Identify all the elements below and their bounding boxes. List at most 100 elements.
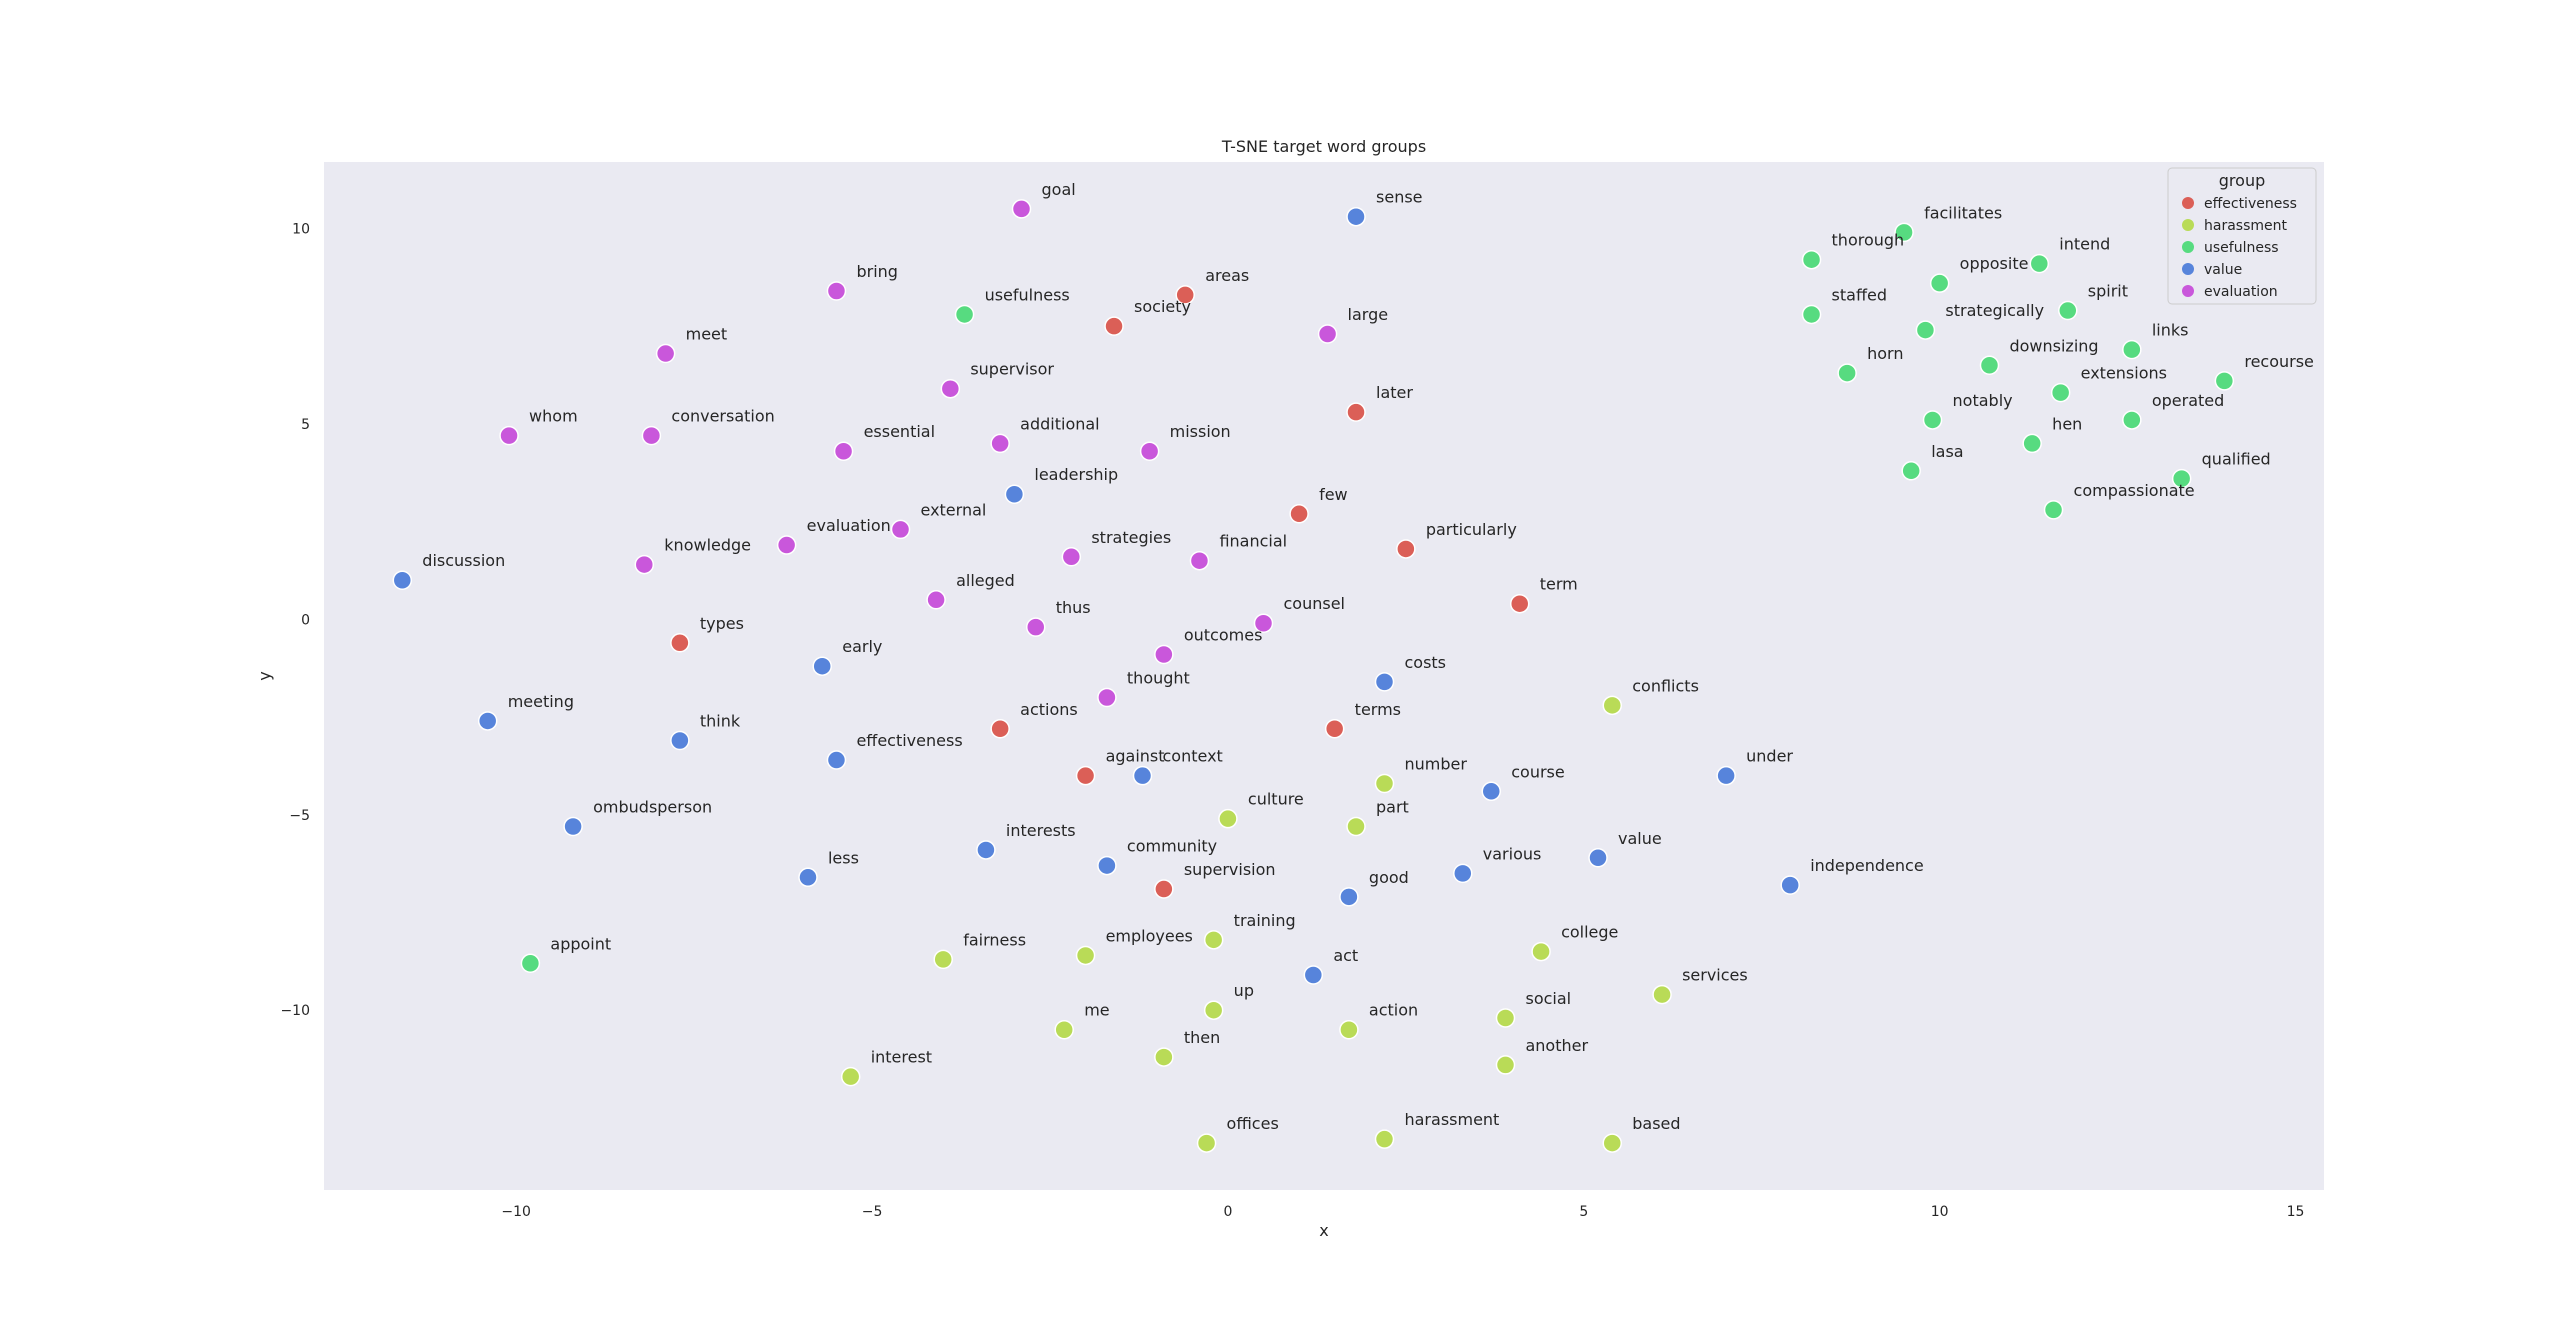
point-later: [1346, 402, 1366, 422]
point-label: less: [828, 848, 859, 867]
point-services: [1652, 984, 1672, 1005]
point-intend: [2029, 253, 2050, 274]
point-label: extensions: [2081, 364, 2167, 383]
point-label: alleged: [956, 571, 1015, 590]
point-label: essential: [864, 422, 935, 441]
point-label: sense: [1376, 188, 1423, 207]
point-label: good: [1369, 868, 1409, 887]
point-label: harassment: [1404, 1110, 1499, 1129]
point-spirit: [2058, 300, 2078, 321]
point-label: supervisor: [970, 360, 1054, 379]
point-early: [812, 656, 832, 676]
point-alleged: [926, 590, 946, 610]
point-label: another: [1525, 1036, 1588, 1055]
point-label: social: [1525, 989, 1571, 1008]
x-tick-label: 0: [1223, 1204, 1232, 1220]
point-label: interests: [1006, 821, 1076, 840]
point-label: up: [1234, 981, 1254, 1000]
point-interest: [840, 1066, 861, 1087]
point-label: terms: [1355, 700, 1401, 719]
legend-title: group: [2219, 171, 2265, 190]
point-recourse: [2214, 371, 2235, 391]
point-based: [1602, 1133, 1623, 1153]
point-less: [798, 867, 818, 888]
point-label: types: [700, 614, 744, 633]
point-label: various: [1483, 844, 1542, 863]
point-label: evaluation: [807, 516, 891, 535]
point-goal: [1011, 199, 1032, 219]
point-label: strategically: [1945, 301, 2044, 320]
point-value: [1588, 848, 1608, 868]
point-label: opposite: [1960, 254, 2029, 273]
point-strategies: [1061, 547, 1082, 567]
legend-marker-effectiveness: [2182, 197, 2194, 209]
y-tick-label: −5: [289, 808, 310, 824]
point-lasa: [1901, 461, 1921, 481]
point-label: hen: [2052, 414, 2082, 433]
point-training: [1203, 930, 1224, 950]
points-layer: [392, 199, 2235, 1153]
point-label: under: [1746, 747, 1793, 766]
point-external: [890, 519, 911, 540]
point-label: then: [1184, 1028, 1220, 1047]
point-label: thought: [1127, 668, 1190, 687]
point-costs: [1374, 672, 1395, 692]
point-label: employees: [1106, 926, 1193, 945]
point-part: [1346, 816, 1366, 837]
point-social: [1495, 1008, 1516, 1028]
point-leadership: [1004, 484, 1025, 504]
point-good: [1339, 887, 1359, 907]
x-tick-label: 15: [2287, 1204, 2305, 1220]
point-me: [1054, 1019, 1074, 1040]
point-counsel: [1253, 613, 1274, 633]
point-label: conversation: [671, 407, 774, 426]
point-action: [1339, 1019, 1359, 1040]
point-horn: [1837, 363, 1857, 383]
point-label: meeting: [508, 692, 574, 711]
point-essential: [833, 441, 854, 461]
point-label: me: [1084, 1001, 1109, 1020]
point-label: external: [921, 500, 987, 519]
point-label: offices: [1227, 1114, 1279, 1133]
x-tick-label: −5: [862, 1204, 883, 1220]
point-supervisor: [940, 378, 961, 399]
point-effectiveness: [826, 750, 847, 770]
legend: group effectiveness harassment usefulness va…: [2167, 167, 2317, 305]
point-label: community: [1127, 837, 1217, 856]
point-qualified: [2171, 468, 2192, 489]
chart-title: T-SNE target word groups: [1221, 137, 1426, 156]
point-number: [1374, 773, 1395, 794]
point-label: staffed: [1832, 285, 1887, 304]
point-label: outcomes: [1184, 626, 1263, 645]
point-various: [1453, 863, 1473, 884]
point-meet: [655, 343, 676, 364]
point-context: [1132, 765, 1153, 786]
point-label: mission: [1170, 422, 1231, 441]
legend-marker-evaluation: [2182, 285, 2194, 297]
point-label: discussion: [422, 551, 505, 570]
point-label: recourse: [2244, 352, 2314, 371]
point-label: ombudsperson: [593, 797, 712, 816]
legend-entry-evaluation: evaluation: [2204, 284, 2278, 300]
point-label: thorough: [1832, 231, 1905, 250]
point-label: interest: [871, 1048, 932, 1067]
point-label: meet: [686, 325, 728, 344]
point-label: part: [1376, 797, 1409, 816]
point-operated: [2122, 410, 2142, 430]
point-label: particularly: [1426, 520, 1517, 539]
point-outcomes: [1154, 644, 1174, 665]
x-axis-label: x: [1319, 1221, 1328, 1240]
x-tick-label: −10: [501, 1204, 531, 1220]
x-tick-label: 10: [1931, 1204, 1949, 1220]
point-label: training: [1234, 911, 1296, 930]
point-label: later: [1376, 383, 1413, 402]
point-whom: [499, 425, 519, 446]
point-label: costs: [1404, 653, 1446, 672]
legend-frame: [2167, 167, 2317, 305]
point-term: [1509, 593, 1530, 614]
point-facilitates: [1894, 222, 1914, 243]
point-label: leadership: [1034, 465, 1118, 484]
point-label: whom: [529, 407, 578, 426]
point-label: few: [1319, 485, 1348, 504]
